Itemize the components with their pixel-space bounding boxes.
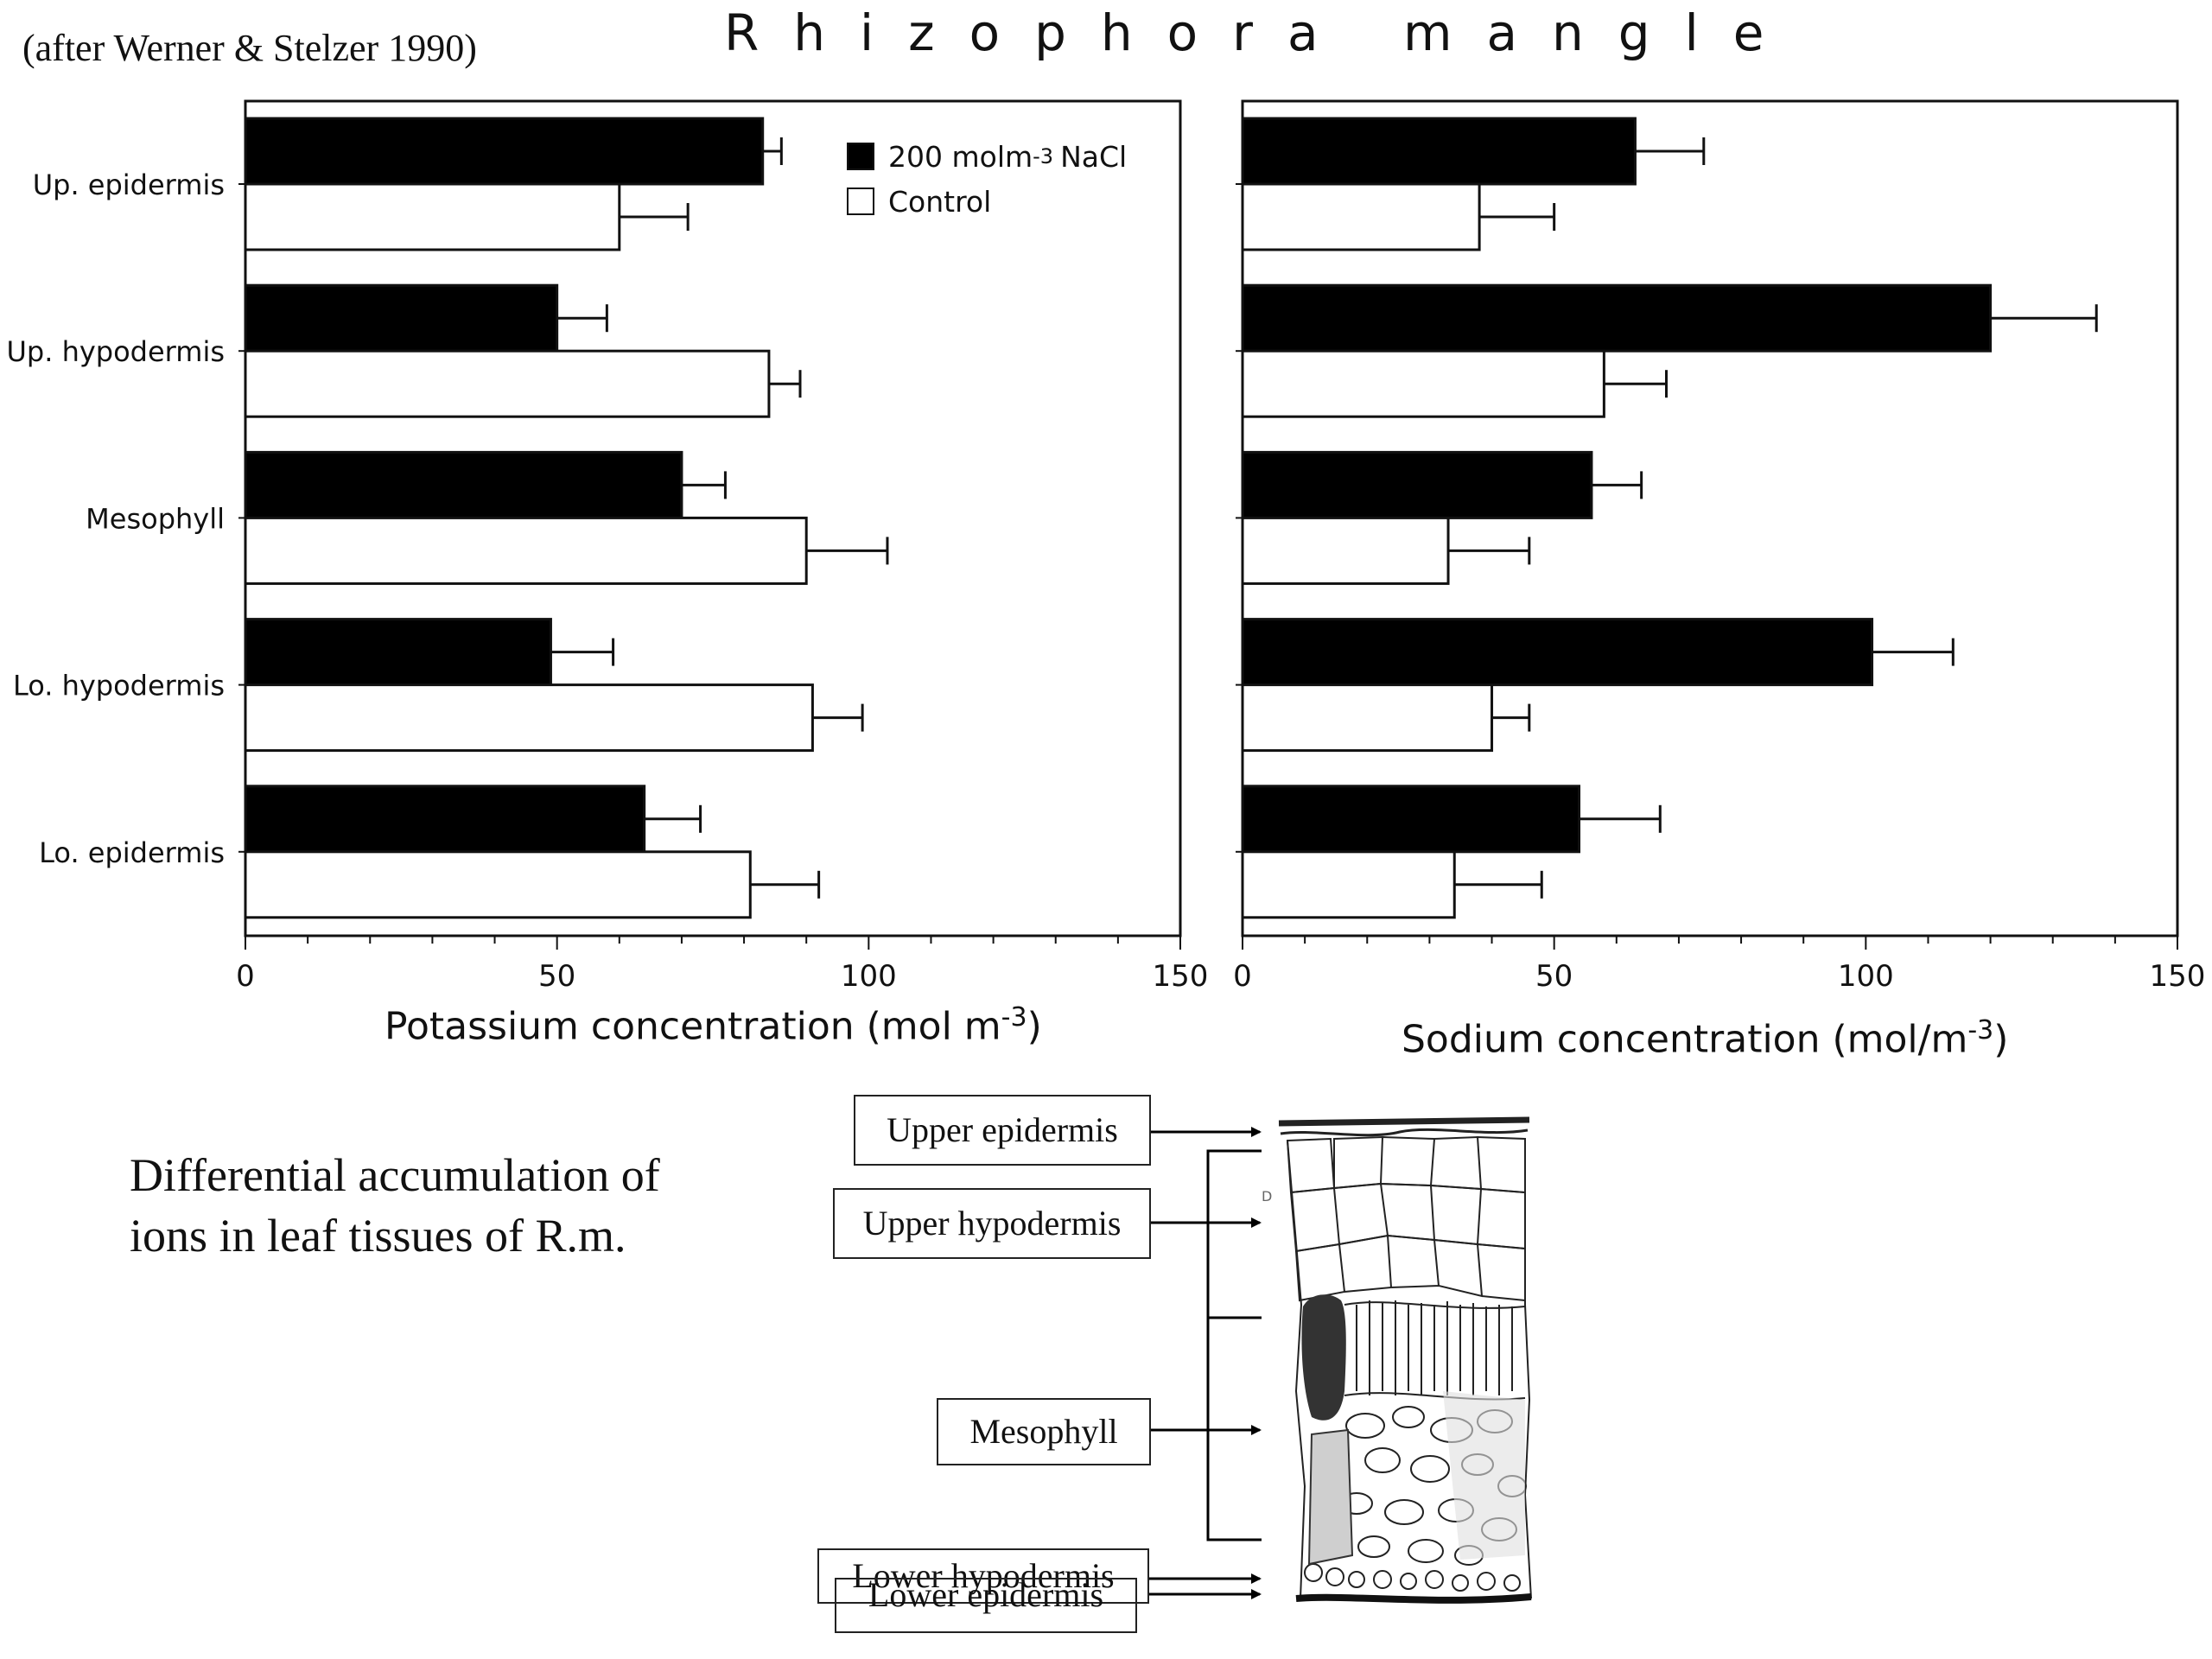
x-tick-label: 150 bbox=[2150, 959, 2206, 994]
legend: 200 molm -3 NaCl Control bbox=[847, 134, 1127, 224]
legend-item-nacl: 200 molm -3 NaCl bbox=[847, 134, 1127, 179]
leaf-marker-d: D bbox=[1262, 1188, 1272, 1205]
bar-nacl bbox=[1241, 283, 1993, 353]
leaf-gray-tissue bbox=[1307, 1428, 1354, 1566]
label-mesophyll: Mesophyll bbox=[937, 1398, 1151, 1465]
bar-control bbox=[1241, 850, 1456, 919]
bar-control bbox=[244, 349, 771, 418]
leaf-upper-epidermis-line bbox=[1280, 1128, 1529, 1137]
x-axis-label-sodium-sup: -3 bbox=[1967, 1015, 1994, 1046]
category-label: Up. hypodermis bbox=[6, 335, 225, 368]
bar-nacl bbox=[1241, 450, 1593, 519]
x-axis-label-sodium-end: ) bbox=[1993, 1017, 2009, 1062]
bar-control bbox=[244, 850, 752, 919]
bar-nacl bbox=[244, 283, 559, 353]
bar-nacl bbox=[244, 785, 646, 854]
legend-swatch-nacl bbox=[847, 143, 874, 170]
leaf-shaded-tissue bbox=[1443, 1391, 1525, 1560]
x-axis-label-potassium-end: ) bbox=[1027, 1004, 1042, 1049]
chart-potassium: 0 50 100 150 Up. epidermis Up. hypodermis Meso… bbox=[6, 99, 1209, 994]
legend-label-nacl-suffix: NaCl bbox=[1060, 139, 1128, 174]
bar-control bbox=[244, 683, 814, 753]
leaf-upper-cuticle bbox=[1278, 1116, 1530, 1127]
bar-nacl bbox=[1241, 785, 1581, 854]
legend-item-control: Control bbox=[847, 179, 1127, 224]
bar-nacl bbox=[244, 618, 552, 687]
bar-control bbox=[1241, 349, 1605, 418]
bar-control bbox=[1241, 683, 1494, 753]
x-tick-label: 100 bbox=[841, 959, 897, 994]
figure-title: Rhizophora mangle bbox=[724, 3, 1799, 62]
category-label: Up. epidermis bbox=[33, 168, 225, 201]
leaf-lower-cuticle bbox=[1295, 1593, 1532, 1604]
legend-label-control: Control bbox=[888, 184, 992, 219]
legend-swatch-control bbox=[847, 188, 874, 215]
bar-control bbox=[1241, 182, 1481, 251]
bar-control bbox=[244, 182, 621, 251]
x-tick-label: 100 bbox=[1838, 959, 1894, 994]
bar-control bbox=[244, 516, 808, 585]
label-upper-epidermis: Upper epidermis bbox=[854, 1095, 1151, 1166]
x-axis-label-sodium-text: Sodium concentration (mol/m bbox=[1402, 1017, 1968, 1062]
x-tick-label: 0 bbox=[236, 959, 255, 994]
bar-nacl bbox=[1241, 618, 1874, 687]
x-tick-label: 150 bbox=[1153, 959, 1209, 994]
category-label: Lo. hypodermis bbox=[13, 670, 225, 702]
x-tick-label: 50 bbox=[538, 959, 575, 994]
bracket-leaf bbox=[1206, 1149, 1262, 1541]
leaf-dark-tissue bbox=[1301, 1294, 1346, 1421]
x-tick-label: 50 bbox=[1535, 959, 1573, 994]
citation: (after Werner & Stelzer 1990) bbox=[22, 27, 477, 69]
label-lower-hypodermis: Lower hypodermis bbox=[817, 1548, 1149, 1604]
x-axis-label-potassium: Potassium concentration (mol m-3) bbox=[385, 1002, 1042, 1049]
bar-nacl bbox=[1241, 117, 1637, 186]
bar-nacl bbox=[244, 450, 683, 519]
legend-label-nacl: 200 molm bbox=[888, 139, 1033, 174]
legend-label-nacl-sup: -3 bbox=[1033, 144, 1054, 168]
category-label: Lo. epidermis bbox=[39, 836, 225, 869]
label-upper-hypodermis: Upper hypodermis bbox=[833, 1188, 1151, 1259]
chart-sodium: 0 50 100 150 bbox=[1233, 99, 2206, 994]
category-label: Mesophyll bbox=[86, 502, 225, 535]
x-axis-label-potassium-sup: -3 bbox=[1001, 1002, 1027, 1033]
caption: Differential accumulation of ions in lea… bbox=[130, 1149, 660, 1262]
bar-control bbox=[1241, 516, 1450, 585]
bar-nacl bbox=[244, 117, 765, 186]
x-tick-label: 0 bbox=[1233, 959, 1252, 994]
x-axis-label-potassium-text: Potassium concentration (mol m bbox=[385, 1004, 1001, 1049]
leaf-cross-section-diagram: D bbox=[1262, 1116, 1532, 1604]
label-lower-epidermis: Lower epidermis bbox=[835, 1578, 1137, 1633]
x-axis-label-sodium: Sodium concentration (mol/m-3) bbox=[1402, 1015, 2008, 1062]
charts-area: 0 50 100 150 Up. epidermis Up. hypodermis Meso… bbox=[6, 99, 2206, 994]
